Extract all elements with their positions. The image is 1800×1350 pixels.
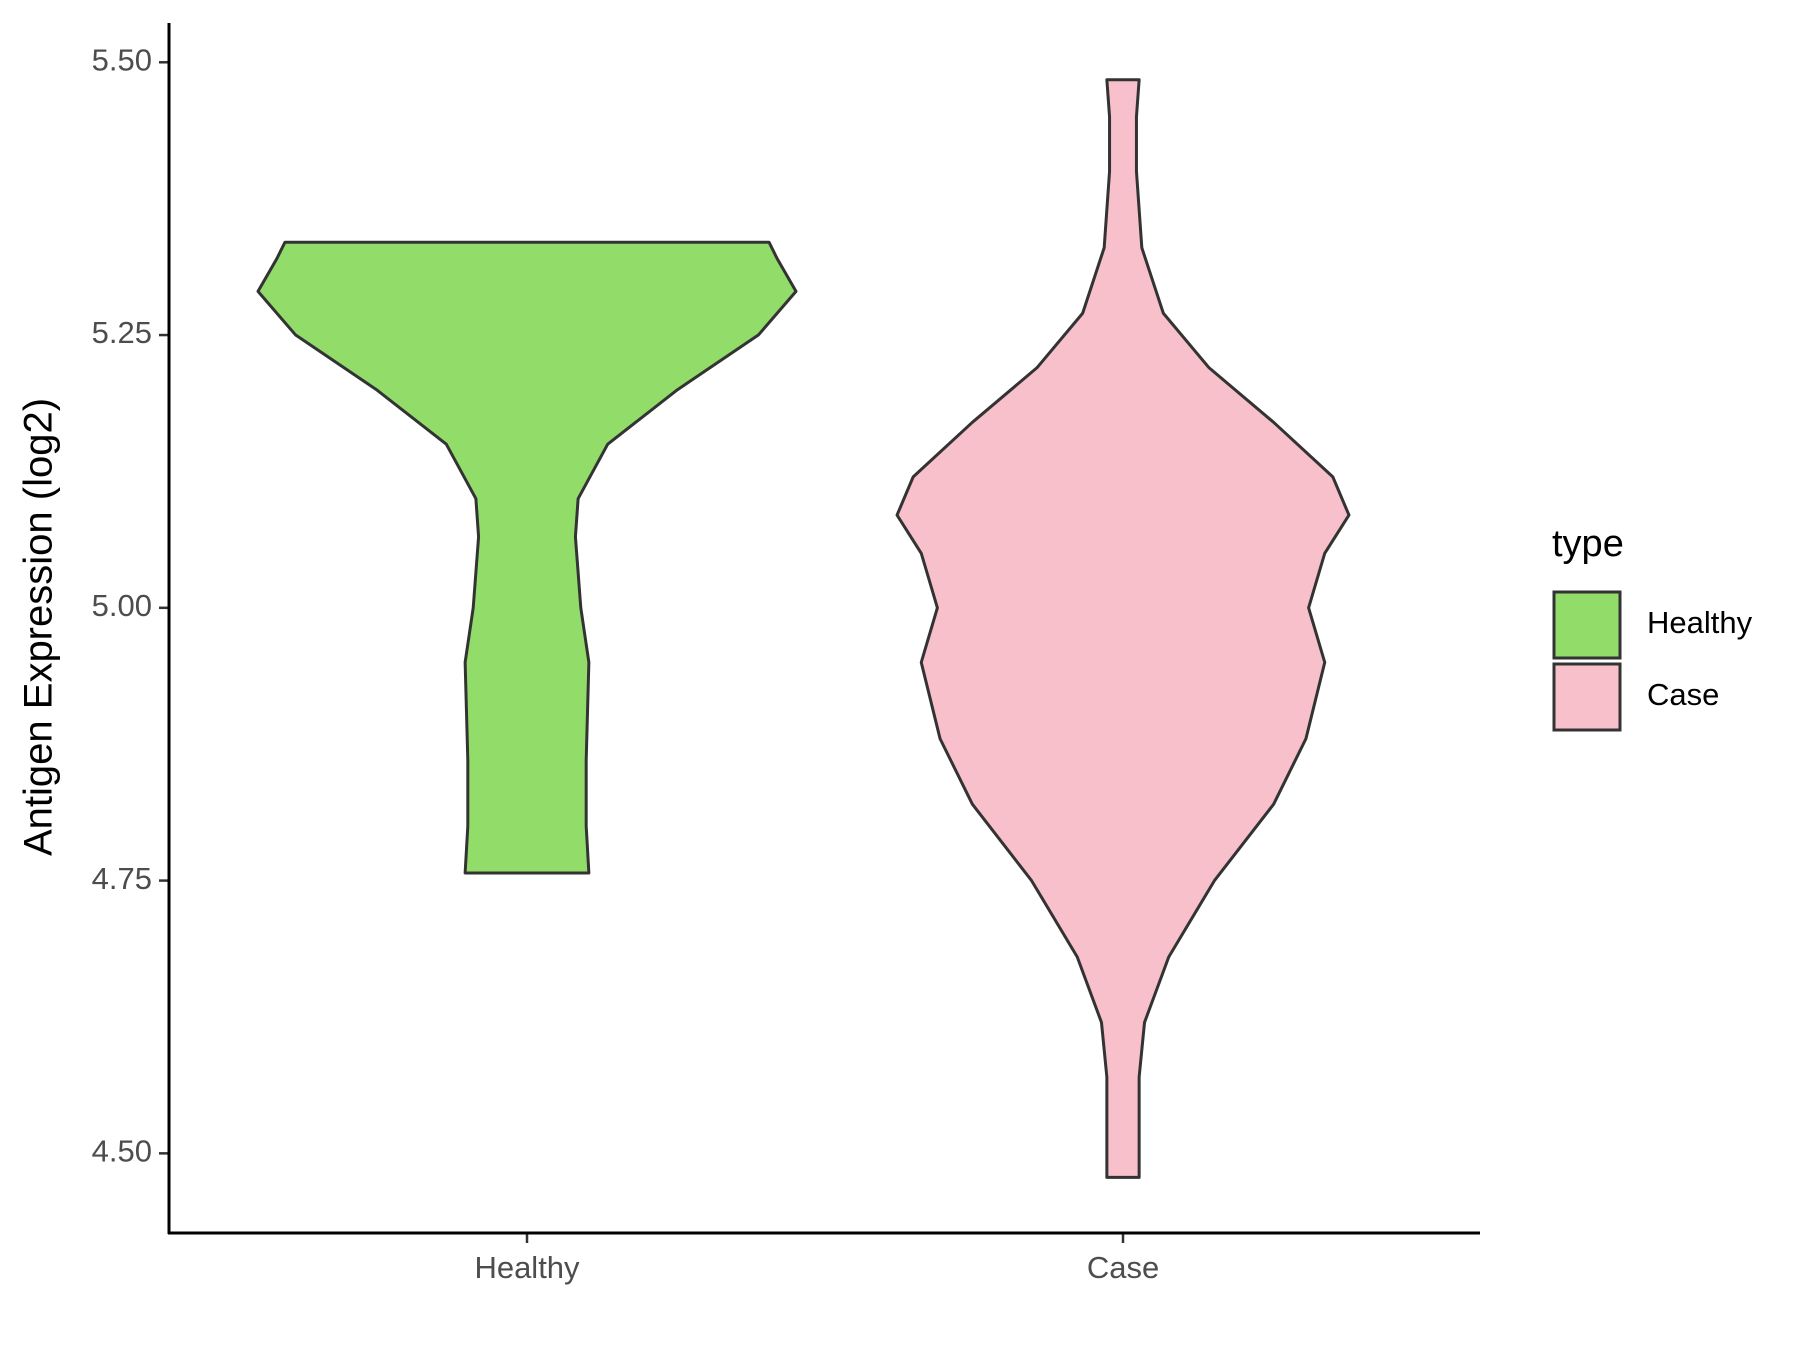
y-tick-label: 5.50 <box>92 42 152 77</box>
violin <box>256 240 798 875</box>
legend-title: type <box>1552 523 1624 565</box>
x-tick-label: Case <box>1087 1250 1159 1285</box>
y-tick-label: 4.75 <box>92 861 152 896</box>
legend-label: Healthy <box>1647 605 1753 640</box>
x-tick-label: Healthy <box>474 1250 580 1285</box>
y-axis-label: Antigen Expression (log2) <box>17 398 61 856</box>
y-tick-label: 5.25 <box>92 315 152 350</box>
y-tick-label: 4.50 <box>92 1134 152 1169</box>
legend-key <box>1552 590 1622 660</box>
y-tick-label: 5.00 <box>92 588 152 623</box>
violin <box>895 78 1351 1179</box>
legend-key <box>1552 662 1622 732</box>
legend-label: Case <box>1647 677 1719 712</box>
